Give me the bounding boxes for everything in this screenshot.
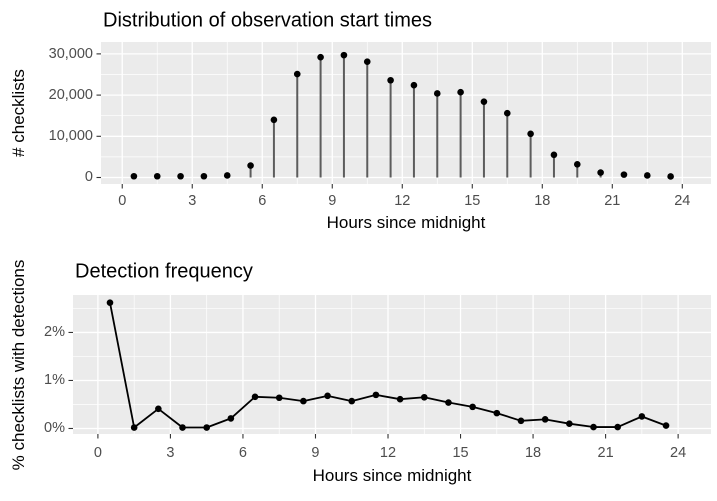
data-point bbox=[275, 394, 283, 402]
y-tick-label: 1% bbox=[44, 372, 65, 389]
data-point bbox=[410, 81, 418, 89]
x-tick-label: 12 bbox=[394, 193, 411, 209]
bottom-chart-y-axis-title: % checklists with detections bbox=[9, 259, 28, 471]
x-tick-label: 18 bbox=[524, 445, 542, 461]
data-point bbox=[396, 395, 404, 403]
data-point bbox=[179, 424, 186, 431]
data-point bbox=[433, 90, 441, 97]
data-point bbox=[387, 76, 394, 84]
data-point bbox=[573, 161, 581, 168]
y-tick-label: 0 bbox=[84, 169, 93, 186]
data-point bbox=[517, 417, 525, 425]
data-point bbox=[155, 405, 162, 413]
y-tick-label: 10,000 bbox=[48, 128, 93, 145]
data-point bbox=[662, 422, 670, 429]
data-point bbox=[251, 393, 259, 401]
data-point bbox=[597, 169, 604, 176]
data-point bbox=[223, 172, 231, 179]
data-point bbox=[469, 403, 476, 411]
x-tick-label: 3 bbox=[188, 193, 197, 209]
x-tick-label: 12 bbox=[379, 445, 397, 461]
x-tick-label: 0 bbox=[118, 193, 127, 209]
data-point bbox=[317, 53, 324, 61]
data-point bbox=[247, 162, 254, 169]
data-point bbox=[372, 391, 380, 399]
axis-tick-marks bbox=[96, 53, 683, 189]
data-point bbox=[203, 424, 210, 431]
data-points bbox=[130, 51, 674, 180]
data-point bbox=[324, 392, 331, 400]
top-chart-panel bbox=[96, 42, 711, 189]
data-point bbox=[503, 109, 511, 117]
data-point bbox=[293, 70, 301, 78]
data-point bbox=[200, 172, 208, 180]
bottom-chart-title: Detection frequency bbox=[75, 260, 253, 283]
y-tick-label: 0% bbox=[44, 420, 65, 437]
data-point bbox=[480, 98, 488, 105]
trend-line bbox=[109, 302, 667, 429]
x-tick-label: 18 bbox=[534, 193, 551, 209]
x-tick-label: 15 bbox=[452, 445, 469, 461]
minor-gridlines bbox=[101, 42, 711, 184]
data-point bbox=[643, 172, 651, 179]
data-point bbox=[363, 58, 371, 66]
data-point bbox=[445, 399, 452, 406]
x-tick-label: 0 bbox=[93, 445, 102, 461]
data-point bbox=[153, 172, 161, 180]
data-point bbox=[420, 393, 428, 401]
axis-tick-marks bbox=[68, 331, 679, 439]
x-tick-label: 6 bbox=[258, 193, 267, 209]
x-tick-label: 6 bbox=[238, 445, 247, 461]
major-gridlines bbox=[73, 295, 711, 434]
data-point bbox=[667, 173, 674, 180]
y-tick-label: 20,000 bbox=[48, 87, 93, 104]
data-point bbox=[177, 172, 184, 180]
major-gridlines bbox=[101, 42, 711, 184]
data-point bbox=[130, 424, 138, 431]
x-tick-label: 9 bbox=[311, 445, 320, 461]
stems bbox=[132, 55, 672, 178]
minor-gridlines bbox=[73, 295, 711, 434]
y-tick-label: 30,000 bbox=[48, 45, 93, 62]
x-tick-label: 24 bbox=[670, 445, 687, 461]
data-point bbox=[348, 397, 356, 405]
x-tick-label: 24 bbox=[674, 193, 691, 209]
x-tick-label: 21 bbox=[604, 193, 621, 209]
panel-background bbox=[73, 295, 711, 434]
top-chart-title: Distribution of observation start times bbox=[103, 9, 433, 32]
data-point bbox=[270, 116, 278, 124]
data-point bbox=[620, 171, 628, 178]
bottom-chart-panel bbox=[68, 295, 711, 439]
panel-background bbox=[101, 42, 711, 184]
bottom-chart-x-axis-title: Hours since midnight bbox=[312, 466, 472, 485]
data-point bbox=[541, 416, 549, 423]
x-tick-label: 3 bbox=[166, 445, 175, 461]
data-points bbox=[106, 299, 670, 431]
data-point bbox=[527, 130, 534, 138]
data-point bbox=[130, 172, 138, 180]
data-point bbox=[590, 423, 597, 431]
data-point bbox=[614, 423, 621, 431]
data-point bbox=[493, 409, 501, 417]
data-point bbox=[300, 397, 307, 405]
data-point bbox=[340, 51, 348, 59]
y-tick-label: 2% bbox=[44, 324, 65, 341]
top-chart-x-axis-title: Hours since midnight bbox=[326, 213, 486, 232]
data-point bbox=[638, 413, 646, 420]
data-point bbox=[457, 88, 464, 96]
x-tick-label: 21 bbox=[597, 445, 614, 461]
x-tick-label: 15 bbox=[464, 193, 481, 209]
data-point bbox=[106, 299, 114, 306]
data-point bbox=[550, 151, 558, 159]
x-tick-label: 9 bbox=[328, 193, 337, 209]
data-point bbox=[566, 420, 573, 427]
data-point bbox=[227, 415, 235, 422]
